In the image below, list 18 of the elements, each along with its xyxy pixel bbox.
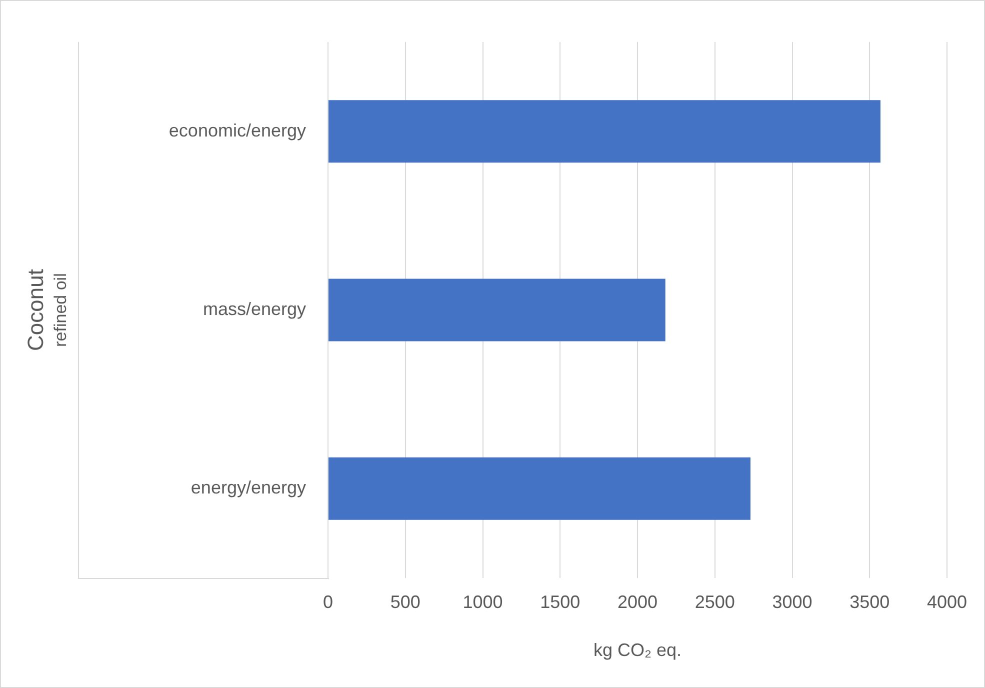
x-tick-label: 500 <box>390 592 420 612</box>
x-tick-label: 1500 <box>540 592 580 612</box>
x-tick-label: 3000 <box>772 592 812 612</box>
text: Coconut <box>23 269 49 351</box>
x-tick-label: 0 <box>322 592 334 612</box>
y-tick-label: energy/energy <box>190 478 306 498</box>
x-tick-label: 2000 <box>617 592 658 612</box>
x-tick-label: 2500 <box>694 592 735 612</box>
x-tick-label: 4000 <box>926 592 968 612</box>
x-tick-label: 3500 <box>850 592 890 612</box>
text: refined oil <box>51 273 71 347</box>
bar <box>328 457 750 520</box>
bar <box>328 278 666 342</box>
bar <box>328 100 880 163</box>
y-tick-label: mass/energy <box>202 298 306 319</box>
x-axis-title: kg CO₂ eq. <box>593 640 682 660</box>
y-tick-label: economic/energy <box>168 120 306 140</box>
x-tick-label: 1000 <box>462 592 503 612</box>
